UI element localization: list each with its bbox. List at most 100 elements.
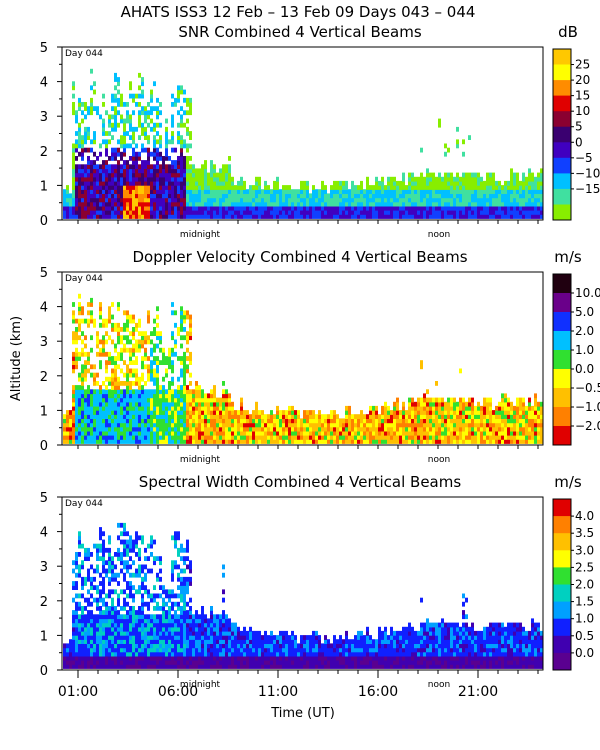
- heatmap-cell: [519, 435, 522, 440]
- heatmap-cell: [468, 401, 471, 407]
- heatmap-cell: [147, 647, 150, 653]
- heatmap-cell: [126, 664, 129, 669]
- heatmap-cell: [171, 418, 174, 424]
- heatmap-cell: [441, 205, 444, 211]
- heatmap-cell: [147, 439, 150, 444]
- heatmap-cell: [162, 214, 165, 219]
- heatmap-cell: [156, 197, 159, 203]
- heatmap-cell: [135, 531, 138, 537]
- heatmap-cell: [99, 639, 102, 644]
- heatmap-cell: [417, 422, 420, 428]
- heatmap-cell: [162, 414, 165, 419]
- heatmap-cell: [210, 193, 213, 199]
- heatmap-cell: [504, 439, 507, 444]
- heatmap-cell: [144, 331, 147, 336]
- heatmap-cell: [309, 410, 312, 415]
- heatmap-cell: [276, 214, 279, 219]
- heatmap-cell: [450, 414, 453, 419]
- heatmap-cell: [219, 180, 222, 186]
- heatmap-cell: [105, 418, 108, 424]
- heatmap-cell: [117, 397, 120, 403]
- heatmap-cell: [345, 435, 348, 440]
- heatmap-cell: [291, 435, 294, 440]
- heatmap-cell: [99, 405, 102, 411]
- heatmap-cell: [87, 655, 90, 661]
- heatmap-cell: [294, 201, 297, 207]
- heatmap-cell: [129, 535, 132, 541]
- heatmap-cell: [171, 118, 174, 124]
- heatmap-cell: [486, 430, 489, 436]
- heatmap-cell: [507, 405, 510, 411]
- heatmap-cell: [465, 193, 468, 199]
- heatmap-cell: [261, 410, 264, 415]
- heatmap-cell: [123, 210, 126, 215]
- heatmap-cell: [405, 214, 408, 219]
- heatmap-cell: [417, 397, 420, 403]
- heatmap-cell: [486, 422, 489, 428]
- heatmap-cell: [150, 351, 153, 357]
- heatmap-cell: [117, 647, 120, 653]
- heatmap-cell: [507, 180, 510, 186]
- heatmap-cell: [447, 172, 450, 178]
- heatmap-cell: [378, 197, 381, 203]
- heatmap-cell: [483, 405, 486, 411]
- heatmap-cell: [90, 614, 93, 620]
- heatmap-cell: [87, 214, 90, 219]
- heatmap-cell: [231, 193, 234, 199]
- heatmap-cell: [174, 201, 177, 207]
- heatmap-cell: [468, 189, 471, 194]
- heatmap-cell: [99, 176, 102, 182]
- heatmap-cell: [330, 410, 333, 415]
- heatmap-cell: [108, 214, 111, 219]
- heatmap-cell: [150, 93, 153, 99]
- heatmap-cell: [108, 610, 111, 615]
- heatmap-cell: [189, 185, 192, 190]
- colorbar-swatch: [553, 188, 571, 205]
- heatmap-cell: [375, 176, 378, 182]
- heatmap-cell: [87, 368, 90, 374]
- heatmap-cell: [264, 201, 267, 207]
- heatmap-cell: [120, 185, 123, 190]
- heatmap-cell: [465, 172, 468, 178]
- heatmap-cell: [417, 401, 420, 407]
- heatmap-cell: [252, 430, 255, 436]
- heatmap-cell: [141, 89, 144, 95]
- heatmap-cell: [111, 618, 114, 624]
- heatmap-cell: [105, 593, 108, 599]
- heatmap-cell: [153, 435, 156, 440]
- heatmap-cell: [423, 401, 426, 407]
- heatmap-cell: [102, 614, 105, 620]
- heatmap-cell: [147, 164, 150, 170]
- heatmap-cell: [117, 651, 120, 657]
- heatmap-cell: [219, 193, 222, 199]
- heatmap-cell: [195, 172, 198, 178]
- heatmap-cell: [186, 156, 189, 161]
- heatmap-cell: [147, 556, 150, 561]
- heatmap-cell: [189, 439, 192, 444]
- heatmap-cell: [285, 189, 288, 194]
- heatmap-cell: [138, 410, 141, 415]
- heatmap-cell: [123, 389, 126, 395]
- heatmap-cell: [183, 160, 186, 165]
- heatmap-cell: [357, 189, 360, 194]
- heatmap-cell: [426, 180, 429, 186]
- heatmap-cell: [84, 630, 87, 636]
- heatmap-cell: [387, 210, 390, 215]
- heatmap-cell: [111, 164, 114, 170]
- heatmap-cell: [492, 180, 495, 186]
- heatmap-cell: [75, 581, 78, 586]
- heatmap-cell: [489, 205, 492, 211]
- heatmap-cell: [96, 589, 99, 595]
- heatmap-cell: [168, 410, 171, 415]
- heatmap-cell: [171, 368, 174, 374]
- heatmap-cell: [123, 131, 126, 136]
- heatmap-cell: [123, 626, 126, 632]
- y-tick-label: 1: [40, 179, 48, 194]
- heatmap-cell: [87, 401, 90, 407]
- heatmap-cell: [198, 405, 201, 411]
- heatmap-cell: [513, 410, 516, 415]
- heatmap-cell: [153, 368, 156, 374]
- heatmap-cell: [144, 651, 147, 657]
- heatmap-cell: [210, 176, 213, 182]
- heatmap-cell: [138, 552, 141, 557]
